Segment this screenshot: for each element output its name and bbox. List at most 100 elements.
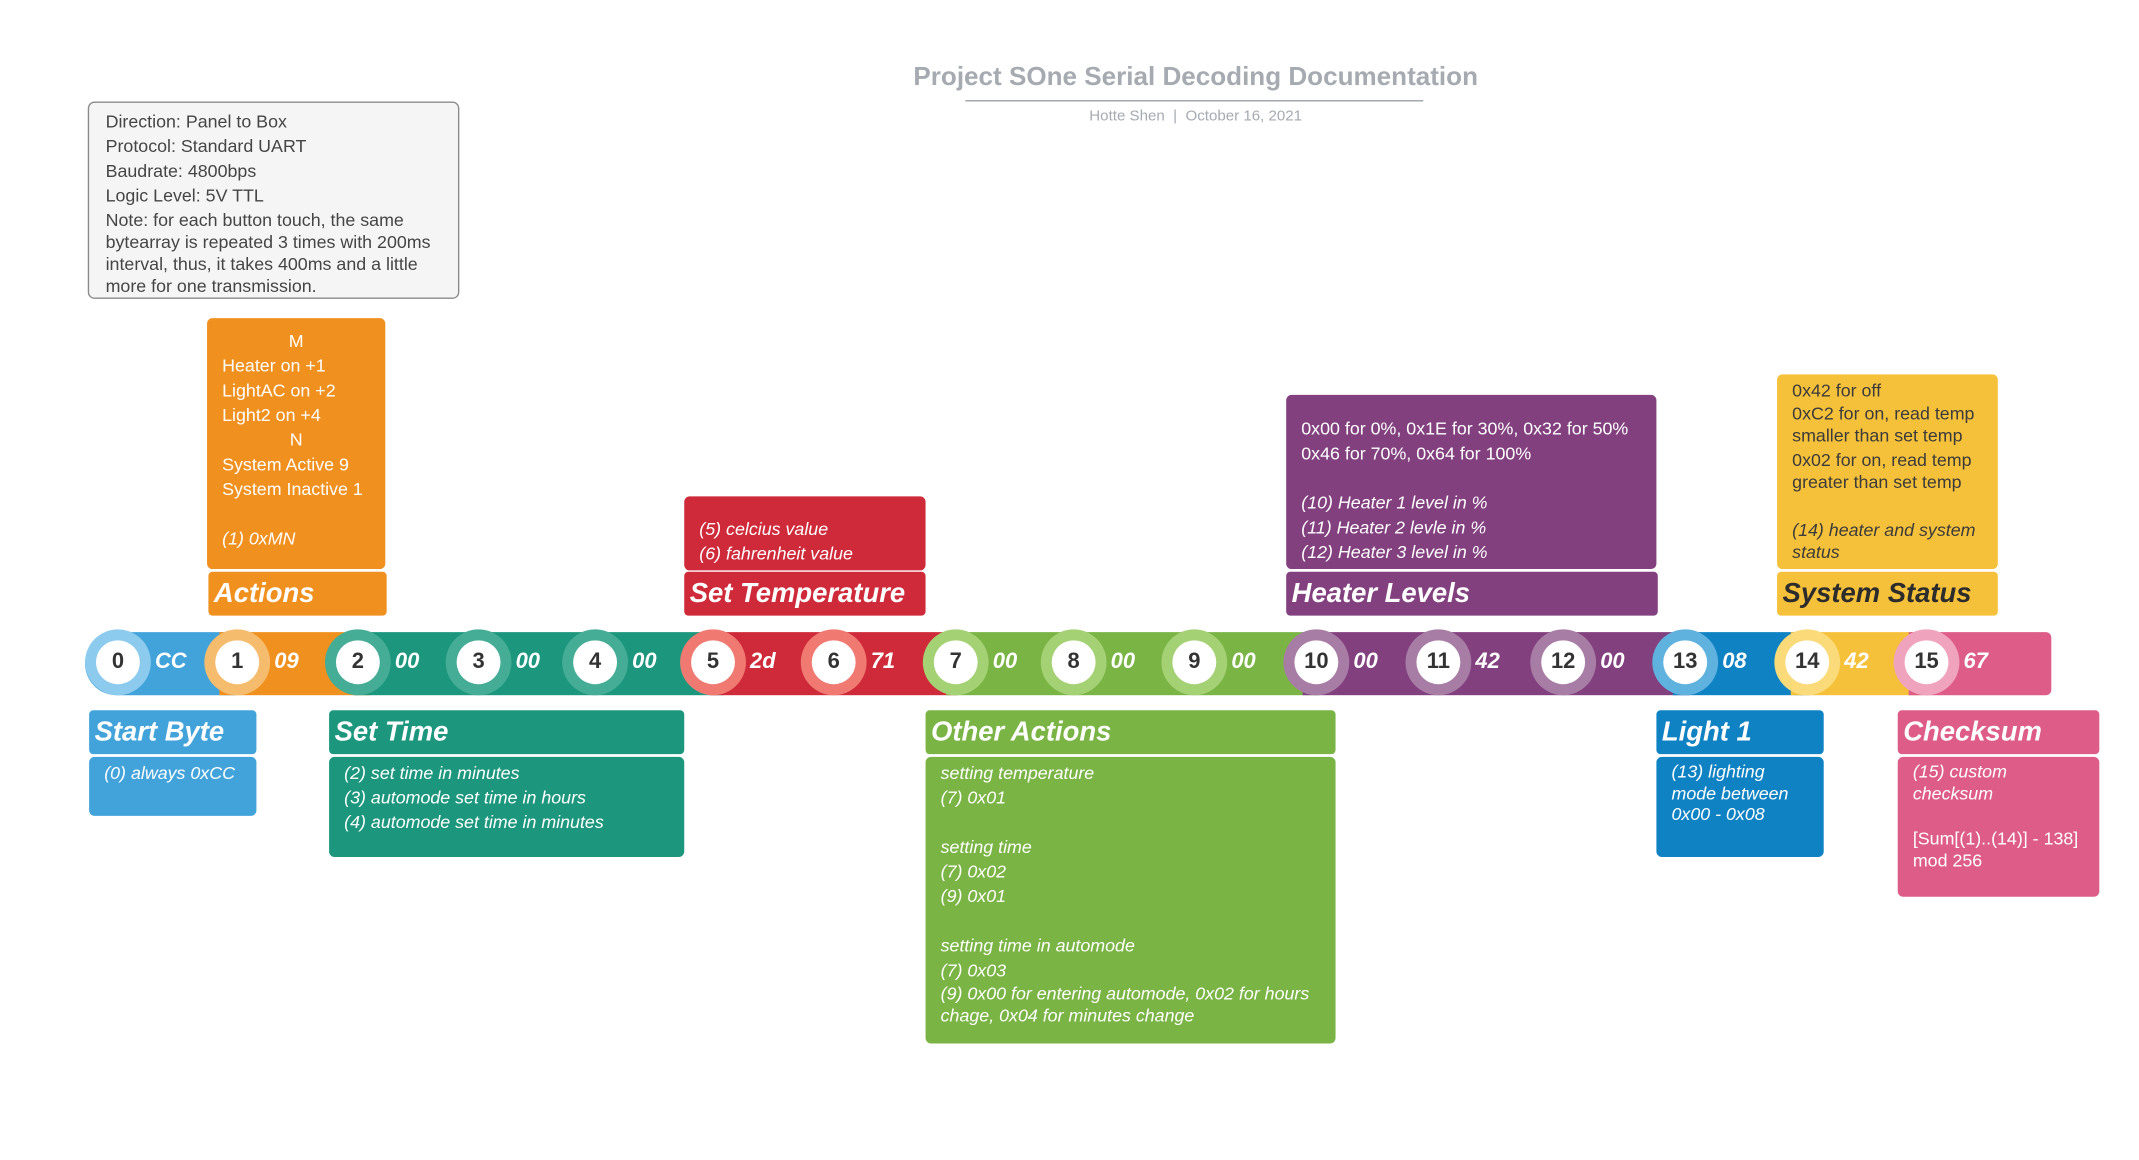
actions-line: N: [289, 429, 303, 450]
byte-index: 13: [1663, 640, 1708, 685]
byte-node: 10: [1283, 629, 1350, 696]
byte-index: 4: [573, 640, 618, 685]
actions-line: Light2 on +4: [222, 404, 321, 426]
byte-index: 9: [1172, 640, 1217, 685]
byte-index: 11: [1416, 640, 1461, 685]
set-time-title: Set Time: [329, 710, 685, 755]
byte-index: 1: [215, 640, 260, 685]
checksum-description: (15) custom checksum [Sum[(1)..(14)] - 1…: [1897, 756, 2100, 897]
heater-levels-line: (11) Heater 2 levle in %: [1301, 516, 1487, 538]
timeline-band-heater: [1302, 632, 1690, 696]
byte-index: 3: [456, 640, 501, 685]
byte-value: 2d: [750, 649, 776, 674]
timeline-band-other-actions: [946, 632, 1320, 696]
other-actions-line: (7) 0x01: [940, 787, 1007, 808]
system-status-title: System Status: [1777, 571, 1998, 616]
start-byte-line: (0) always 0xCC: [104, 762, 235, 783]
byte-index: 2: [335, 640, 380, 685]
info-note: Note: for each button touch, the same by…: [105, 209, 431, 297]
byte-index: 6: [811, 640, 856, 685]
system-status-line: [1792, 492, 1983, 519]
light-1-title: Light 1: [1656, 710, 1824, 755]
byte-node: 8: [1040, 629, 1107, 696]
other-actions-line: [941, 909, 1321, 934]
byte-index: 5: [691, 640, 735, 685]
byte-value: 71: [870, 649, 896, 674]
heater-levels-line: [1301, 466, 1641, 491]
light-1-description: (13) lighting mode between 0x00 - 0x08: [1656, 756, 1824, 857]
system-status-line: (14) heater and system status: [1792, 519, 1981, 562]
actions-line: System Active 9: [222, 453, 349, 475]
byte-node: 4: [562, 629, 629, 696]
byte-node: 13: [1652, 629, 1719, 696]
protocol-info-box: Direction: Panel to Box Protocol: Standa…: [87, 101, 460, 299]
start-byte-title: Start Byte: [89, 710, 257, 755]
info-direction: Direction: Panel to Box: [105, 111, 287, 132]
actions-line: (1) 0xMN: [222, 527, 296, 549]
system-status-description: 0x42 for off 0xC2 for on, read temp smal…: [1777, 374, 1998, 570]
byte-node: 2: [324, 629, 391, 696]
byte-index: 15: [1904, 640, 1949, 685]
system-status-line: 0xC2 for on, read temp smaller than set …: [1792, 403, 1980, 445]
light-1-line: (13) lighting mode between 0x00 - 0x08: [1671, 761, 1794, 825]
byte-node: 3: [445, 629, 512, 696]
other-actions-description: setting temperature (7) 0x01 setting tim…: [925, 756, 1336, 1044]
actions-line: System Inactive 1: [222, 478, 363, 500]
checksum-line: (15) custom checksum: [1912, 761, 2012, 803]
checksum-line: [Sum[(1)..(14)] - 138] mod 256: [1912, 828, 2084, 871]
heater-levels-description: 0x00 for 0%, 0x1E for 30%, 0x32 for 50% …: [1286, 394, 1657, 570]
byte-value: 09: [274, 649, 299, 674]
heater-levels-title: Heater Levels: [1286, 571, 1658, 616]
set-time-description: (2) set time in minutes (3) automode set…: [329, 756, 685, 857]
byte-index: 12: [1541, 640, 1586, 685]
set-temperature-line: (6) fahrenheit value: [699, 542, 853, 564]
byte-node: 5: [680, 629, 746, 696]
set-temperature-title: Set Temperature: [684, 571, 926, 616]
byte-index: 8: [1051, 640, 1096, 685]
title-underline: [965, 100, 1424, 102]
author: Hotte Shen: [1089, 108, 1165, 125]
byte-value: 42: [1475, 649, 1500, 674]
byte-node: 0: [85, 629, 151, 696]
byte-node: 14: [1774, 629, 1841, 696]
other-actions-line: (7) 0x02: [940, 861, 1007, 882]
other-actions-line: (7) 0x03: [940, 959, 1007, 981]
actions-line: M: [288, 330, 304, 352]
byte-value: 00: [992, 649, 1018, 674]
actions-line: Heater on +1: [222, 355, 326, 376]
other-actions-line: (9) 0x01: [940, 885, 1007, 907]
info-logic-level: Logic Level: 5V TTL: [105, 185, 264, 206]
set-temperature-description: (5) celcius value (6) fahrenheit value: [684, 496, 926, 571]
set-time-line: (2) set time in minutes: [344, 762, 520, 783]
heater-levels-line: 0x00 for 0%, 0x1E for 30%, 0x32 for 50%: [1301, 418, 1629, 439]
byte-node: 6: [800, 629, 867, 696]
byte-node: 15: [1893, 629, 1960, 696]
byte-value: CC: [154, 649, 187, 674]
byte-value: 00: [515, 649, 540, 674]
set-time-line: (4) automode set time in minutes: [344, 811, 604, 833]
other-actions-line: [941, 810, 1321, 835]
byte-index: 10: [1294, 640, 1339, 685]
info-protocol: Protocol: Standard UART: [105, 135, 307, 157]
byte-value: 00: [394, 649, 420, 674]
byte-value: 00: [1353, 649, 1378, 674]
byte-value: 00: [1600, 649, 1625, 674]
other-actions-line: (9) 0x00 for entering automode, 0x02 for…: [940, 983, 1315, 1025]
system-status-line: 0x42 for off: [1792, 379, 1882, 401]
actions-line: [222, 502, 370, 527]
checksum-line: [1913, 804, 2084, 829]
byte-value: 00: [632, 649, 657, 674]
checksum-title: Checksum: [1897, 710, 2100, 755]
other-actions-line: setting temperature: [940, 762, 1095, 783]
other-actions-title: Other Actions: [925, 710, 1336, 755]
document-title: Project SOne Serial Decoding Documentati…: [913, 63, 1478, 92]
other-actions-line: setting time in automode: [940, 935, 1135, 956]
byte-node: 7: [922, 629, 989, 696]
byte-value: 67: [1963, 649, 1988, 674]
byte-index: 14: [1785, 640, 1830, 685]
byte-value: 08: [1722, 649, 1747, 674]
set-temperature-line: (5) celcius value: [699, 518, 829, 539]
byte-value: 42: [1844, 649, 1869, 674]
byte-value: 00: [1231, 649, 1256, 674]
